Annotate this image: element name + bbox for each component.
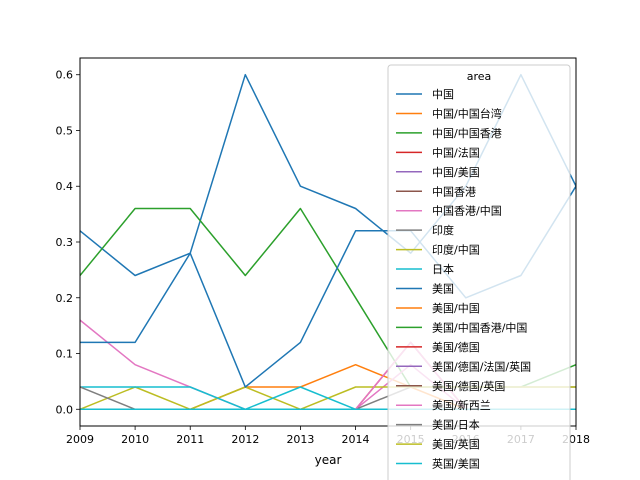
legend-entry-label: 中国/美国: [432, 166, 480, 179]
legend-entry-label: 美国/日本: [432, 418, 480, 432]
y-tick-label: 0.4: [56, 180, 74, 193]
y-tick-label: 0.6: [56, 69, 74, 82]
y-tick-label: 0.0: [56, 403, 74, 416]
legend: area 中国中国/中国台湾中国/中国香港中国/法国中国/美国中国香港中国香港/…: [387, 64, 571, 480]
y-tick-label: 0.3: [56, 236, 74, 249]
legend-entry-label: 美国/德国/法国/英国: [432, 359, 531, 373]
legend-entries: 中国中国/中国台湾中国/中国香港中国/法国中国/美国中国香港中国香港/中国印度印…: [396, 88, 531, 471]
legend-entry-label: 中国香港: [432, 185, 476, 198]
legend-entry-label: 美国: [432, 283, 454, 296]
legend-entry-label: 印度/中国: [432, 243, 480, 257]
x-axis-label: year: [315, 453, 342, 467]
legend-entry-label: 中国/中国香港: [432, 127, 502, 140]
y-tick-label: 0.1: [56, 348, 74, 361]
legend-entry-label: 美国/德国: [432, 340, 480, 354]
legend-entry-label: 美国/英国: [432, 437, 480, 451]
legend-title: area: [467, 70, 492, 83]
legend-entry-label: 英国/美国: [432, 457, 480, 471]
x-tick-label: 2009: [66, 433, 94, 446]
x-tick-label: 2012: [231, 433, 259, 446]
legend-box: [387, 64, 571, 480]
legend-entry-label: 中国香港/中国: [432, 205, 502, 218]
y-tick-label: 0.2: [56, 292, 74, 305]
legend-entry-label: 美国/新西兰: [432, 398, 491, 412]
legend-entry-label: 美国/德国/英国: [432, 379, 505, 393]
legend-entry-label: 美国/中国香港/中国: [432, 321, 527, 334]
y-axis: 0.0 0.1 0.2 0.3 0.4 0.5 0.6: [56, 69, 80, 416]
x-tick-label: 2014: [342, 433, 370, 446]
x-tick-label: 2010: [121, 433, 149, 446]
x-tick-label: 2011: [176, 433, 204, 446]
legend-entry-label: 印度: [432, 223, 454, 237]
legend-entry-label: 美国/中国: [432, 302, 480, 315]
x-tick-label: 2013: [286, 433, 314, 446]
legend-entry-label: 日本: [432, 262, 454, 276]
legend-entry-label: 中国/中国台湾: [432, 106, 502, 120]
legend-entry-label: 中国: [432, 88, 454, 101]
legend-entry-label: 中国/法国: [432, 145, 480, 159]
y-tick-label: 0.5: [56, 124, 74, 137]
